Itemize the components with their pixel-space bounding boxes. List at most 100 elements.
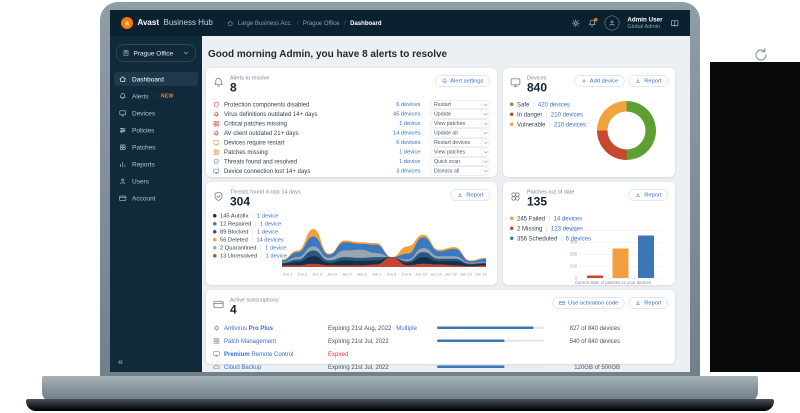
legend-devices-link[interactable]: 123 devices <box>550 224 583 232</box>
sidebar-item-users[interactable]: Users <box>114 174 198 188</box>
patches-report-button[interactable]: Report <box>628 189 668 201</box>
x-axis-label: Jun 11 <box>430 272 442 277</box>
alert-row: Virus definitions outdated 14+ days 45 d… <box>213 109 490 119</box>
monitor-icon <box>510 77 521 88</box>
legend-devices-link[interactable]: 1 device <box>265 252 287 259</box>
add-device-button[interactable]: Add device <box>574 75 625 87</box>
chevron-down-icon <box>481 129 490 138</box>
sidebar-item-patches[interactable]: Patches <box>114 140 198 154</box>
legend-item: 245 Failed | 14 devices <box>510 215 668 222</box>
legend-devices-link[interactable]: 210 devices <box>554 120 587 128</box>
alert-devices-link[interactable]: 14 devices <box>393 130 421 137</box>
credit-card-icon <box>559 300 565 306</box>
bell-icon <box>441 78 447 84</box>
alert-devices-link[interactable]: 3 devices <box>396 168 421 175</box>
subscriptions-report-button[interactable]: Report <box>628 297 668 309</box>
legend-dot <box>213 222 217 226</box>
legend-item: 13 Unresolved | 1 device <box>213 253 490 259</box>
legend-devices-link[interactable]: 14 devices <box>256 236 284 243</box>
sidebar-collapse-button[interactable]: « <box>118 356 124 367</box>
use-activation-code-button[interactable]: Use activation code <box>552 297 625 309</box>
devices-report-button[interactable]: Report <box>628 75 668 87</box>
legend-item: 356 Scheduled | 6 devices <box>510 235 668 242</box>
alert-label: Patches missing <box>224 148 268 156</box>
subscription-row: Premium Remote Control Expired <box>213 348 668 360</box>
legend-devices-link[interactable]: 1 device <box>259 220 282 227</box>
sidebar-item-devices[interactable]: Devices <box>114 106 198 120</box>
legend-devices-link[interactable]: 210 devices <box>550 110 583 118</box>
sidebar-item-alerts[interactable]: Alerts | NEW <box>114 89 198 103</box>
subscription-expiry: Expiring 21st Aug, 2022 | Multiple <box>328 324 417 332</box>
alert-action-select[interactable]: Restart devices <box>430 138 490 148</box>
alert-devices-link[interactable]: 1 device <box>399 120 421 127</box>
alert-devices-link[interactable]: 1 device <box>399 158 421 165</box>
grid-icon <box>213 149 220 156</box>
subscription-name[interactable]: Cloud Backup <box>224 363 262 371</box>
refresh-icon[interactable] <box>753 47 769 63</box>
legend-devices-link[interactable]: 420 devices <box>537 100 570 108</box>
alert-action-select[interactable]: Update <box>430 109 490 119</box>
x-axis-label: Jun 8 <box>386 272 397 277</box>
alert-action-select[interactable]: Quick scan <box>430 157 490 167</box>
subscription-name[interactable]: Antivirus Pro Plus <box>224 324 274 332</box>
monitor-icon <box>213 168 220 175</box>
legend-devices-link[interactable]: 1 device <box>256 212 279 219</box>
alert-action-select[interactable]: View patches <box>430 119 490 129</box>
alert-devices-link[interactable]: 6 devices <box>396 101 421 108</box>
brand-name-bold: Avast <box>137 18 159 28</box>
alert-row: Devices require restart 6 devices Restar… <box>213 138 490 148</box>
sidebar-item-dashboard[interactable]: Dashboard <box>114 72 198 86</box>
alert-action-select[interactable]: Restart <box>430 100 490 110</box>
threats-report-button[interactable]: Report <box>450 189 490 201</box>
home-icon <box>119 75 127 83</box>
topbar-actions: Admin User Global Admin <box>571 15 680 31</box>
subscription-name[interactable]: Premium Remote Control <box>224 350 294 358</box>
alert-devices-link[interactable]: 6 devices <box>396 139 421 146</box>
patches-icon <box>510 191 521 202</box>
brand: a Avast Business Hub <box>121 17 213 29</box>
legend-devices-link[interactable]: 1 device <box>256 228 279 235</box>
subscription-expiry: Expired <box>328 350 349 358</box>
legend-devices-link[interactable]: 14 devices <box>553 214 583 222</box>
sidebar-item-account[interactable]: Account <box>114 191 198 205</box>
notifications-bell-icon[interactable] <box>588 17 598 28</box>
card-label: Active subscriptions <box>230 297 279 303</box>
monitor-icon <box>213 139 220 146</box>
alert-action-select[interactable]: Update all <box>430 128 490 138</box>
alert-devices-link[interactable]: 45 devices <box>393 111 421 118</box>
user-info[interactable]: Admin User Global Admin <box>627 16 662 30</box>
sidebar-item-reports[interactable]: Reports <box>114 157 198 171</box>
card-label: Alerts to resolve <box>230 75 270 81</box>
alert-action-select[interactable]: View patches <box>430 147 490 157</box>
alert-label: Critical patches missing <box>224 120 288 128</box>
download-icon <box>635 192 641 198</box>
alert-row: Device connection lost 14+ days 3 device… <box>213 166 490 176</box>
alert-settings-button[interactable]: Alert settings <box>434 75 490 87</box>
app-window: a Avast Business Hub Large Business Acc.… <box>110 10 690 372</box>
alert-action-select[interactable]: Dismiss all <box>430 166 490 176</box>
usage-progressbar <box>437 365 544 369</box>
cloud-icon <box>213 363 220 370</box>
knowledge-base-icon[interactable] <box>671 19 680 28</box>
usage-text: 120GB of 500GB <box>574 363 620 371</box>
org-selector[interactable]: Prague Office <box>116 44 196 62</box>
legend-item: 2 Quarantined | 1 device <box>213 245 490 251</box>
legend-item: In danger | 210 devices <box>510 111 668 118</box>
avatar[interactable] <box>604 15 620 31</box>
legend-devices-link[interactable]: 6 devices <box>565 234 591 242</box>
subscription-name[interactable]: Patch Management <box>224 337 277 345</box>
virus-icon <box>213 111 220 118</box>
multiple-link[interactable]: Multiple <box>396 324 417 332</box>
subscription-expiry: Expiring 21st Jul, 2022 <box>328 337 389 345</box>
legend-devices-link[interactable]: 1 device <box>264 244 287 251</box>
breadcrumb-link[interactable]: Prague Office <box>302 19 340 27</box>
breadcrumb-link[interactable]: Large Business Acc. <box>237 19 293 27</box>
y-tick-label: 200 <box>569 251 577 257</box>
y-tick-label: 400 <box>569 227 577 233</box>
sidebar-item-policies[interactable]: Policies <box>114 123 198 137</box>
alert-devices-link[interactable]: 1 device <box>399 149 421 156</box>
greeting-title: Good morning Admin, you have 8 alerts to… <box>208 48 448 60</box>
settings-gear-icon[interactable] <box>571 19 580 28</box>
sliders-icon <box>119 126 127 134</box>
bar-scheduled <box>638 235 654 278</box>
